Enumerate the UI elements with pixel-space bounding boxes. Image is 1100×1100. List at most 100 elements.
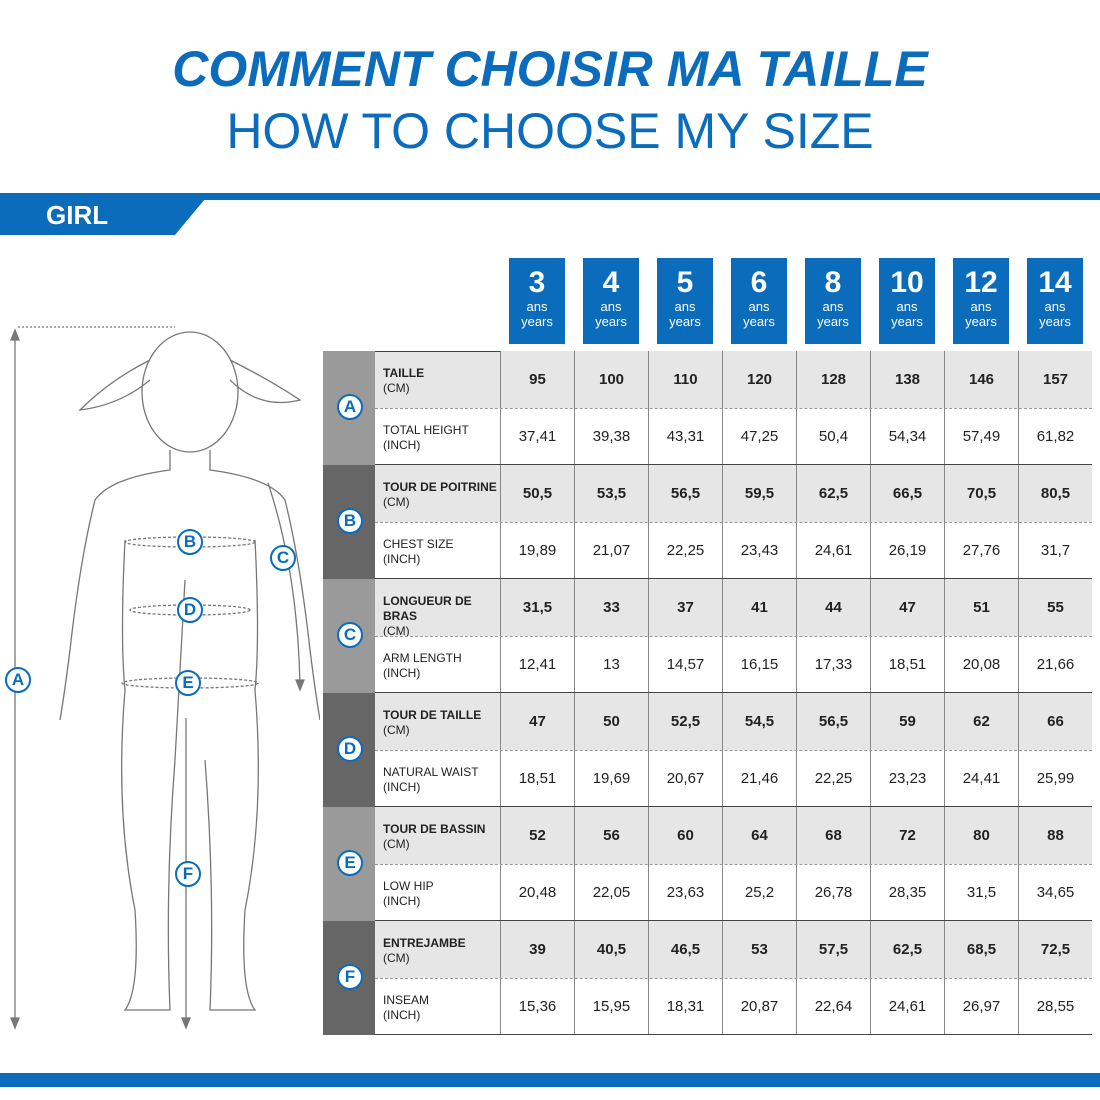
cell-cm: 70,5 — [944, 465, 1018, 522]
row-divider — [375, 750, 1092, 751]
measure-name: CHEST SIZE — [383, 537, 454, 551]
measure-unit: (INCH) — [383, 780, 421, 794]
cell-cm: 56,5 — [796, 693, 870, 750]
cell-cm: 66 — [1018, 693, 1092, 750]
cell-cm: 41 — [722, 579, 796, 636]
row-label-inch: CHEST SIZE (INCH) — [375, 522, 500, 579]
figure-letter-d: D — [177, 597, 203, 623]
cell-inch: 26,78 — [796, 864, 870, 921]
size-header-en: years — [1039, 314, 1071, 329]
size-header-n: 8 — [824, 266, 842, 299]
size-header-fr: ans — [970, 299, 992, 314]
group-c: C — [323, 579, 375, 693]
cell-inch: 18,51 — [500, 750, 574, 807]
cell-inch: 26,19 — [870, 522, 944, 579]
size-header-5: 5 ans years — [657, 258, 713, 344]
cell-cm: 100 — [574, 351, 648, 408]
size-header-10: 10 ans years — [879, 258, 935, 344]
cell-inch: 21,46 — [722, 750, 796, 807]
cell-cm: 72 — [870, 807, 944, 864]
title-english: HOW TO CHOOSE MY SIZE — [226, 103, 874, 159]
row-label-inch: TOTAL HEIGHT (INCH) — [375, 408, 500, 465]
cell-cm: 88 — [1018, 807, 1092, 864]
group-letter: B — [337, 508, 363, 534]
section-label: GIRL — [46, 200, 109, 230]
measure-name: TOUR DE TAILLE — [383, 708, 482, 722]
cell-inch: 61,82 — [1018, 408, 1092, 465]
figure-letter-e: E — [175, 670, 201, 696]
row-label-inch: LOW HIP (INCH) — [375, 864, 500, 921]
measure-name: TAILLE — [383, 366, 425, 380]
cell-inch: 14,57 — [648, 636, 722, 693]
cell-inch: 34,65 — [1018, 864, 1092, 921]
size-header-en: years — [891, 314, 923, 329]
cell-cm: 56 — [574, 807, 648, 864]
cell-inch: 22,64 — [796, 978, 870, 1035]
cell-cm: 52 — [500, 807, 574, 864]
cell-inch: 23,23 — [870, 750, 944, 807]
figure-letter-a: A — [5, 667, 31, 693]
measure-unit: (CM) — [383, 624, 410, 638]
size-header-6: 6 ans years — [731, 258, 787, 344]
cell-inch: 28,55 — [1018, 978, 1092, 1035]
cell-inch: 20,48 — [500, 864, 574, 921]
cell-inch: 50,4 — [796, 408, 870, 465]
size-header-en: years — [669, 314, 701, 329]
size-header-en: years — [817, 314, 849, 329]
size-header-n: 12 — [964, 266, 998, 299]
cell-cm: 68,5 — [944, 921, 1018, 978]
size-header-fr: ans — [896, 299, 918, 314]
measure-unit: (INCH) — [383, 552, 421, 566]
cell-inch: 18,31 — [648, 978, 722, 1035]
cell-inch: 22,25 — [648, 522, 722, 579]
cell-inch: 47,25 — [722, 408, 796, 465]
group-letter: C — [337, 622, 363, 648]
measure-unit: (CM) — [383, 723, 410, 737]
row-label-inch: NATURAL WAIST (INCH) — [375, 750, 500, 807]
size-header-3: 3 ans years — [509, 258, 565, 344]
size-header-14: 14 ans years — [1027, 258, 1083, 344]
cell-inch: 57,49 — [944, 408, 1018, 465]
size-header-n: 10 — [890, 266, 924, 299]
group-letter: A — [337, 394, 363, 420]
size-header-n: 14 — [1038, 266, 1072, 299]
group-d: D — [323, 693, 375, 807]
group-letter: F — [337, 964, 363, 990]
cell-inch: 25,99 — [1018, 750, 1092, 807]
size-header-8: 8 ans years — [805, 258, 861, 344]
cell-inch: 31,5 — [944, 864, 1018, 921]
size-header-n: 5 — [676, 266, 694, 299]
size-header-n: 3 — [528, 266, 546, 299]
cell-cm: 51 — [944, 579, 1018, 636]
cell-cm: 64 — [722, 807, 796, 864]
cell-inch: 31,7 — [1018, 522, 1092, 579]
figure-letter-b: B — [177, 529, 203, 555]
measure-name: TOTAL HEIGHT — [383, 423, 469, 437]
row-divider — [375, 522, 1092, 523]
cell-cm: 146 — [944, 351, 1018, 408]
cell-cm: 59,5 — [722, 465, 796, 522]
cell-inch: 18,51 — [870, 636, 944, 693]
size-header-12: 12 ans years — [953, 258, 1009, 344]
measure-name: LOW HIP — [383, 879, 434, 893]
cell-inch: 19,89 — [500, 522, 574, 579]
cell-cm: 50,5 — [500, 465, 574, 522]
cell-cm: 57,5 — [796, 921, 870, 978]
cell-cm: 31,5 — [500, 579, 574, 636]
measure-unit: (INCH) — [383, 1008, 421, 1022]
cell-cm: 53 — [722, 921, 796, 978]
group-letter: D — [337, 736, 363, 762]
cell-cm: 46,5 — [648, 921, 722, 978]
cell-cm: 44 — [796, 579, 870, 636]
cell-inch: 23,43 — [722, 522, 796, 579]
size-header-fr: ans — [748, 299, 770, 314]
cell-inch: 19,69 — [574, 750, 648, 807]
cell-inch: 22,05 — [574, 864, 648, 921]
bottom-band — [0, 1073, 1100, 1087]
cell-cm: 62,5 — [796, 465, 870, 522]
size-header-en: years — [743, 314, 775, 329]
measure-name: INSEAM — [383, 993, 430, 1007]
cell-inch: 15,36 — [500, 978, 574, 1035]
measure-name: TOUR DE POITRINE — [383, 480, 497, 494]
cell-cm: 128 — [796, 351, 870, 408]
